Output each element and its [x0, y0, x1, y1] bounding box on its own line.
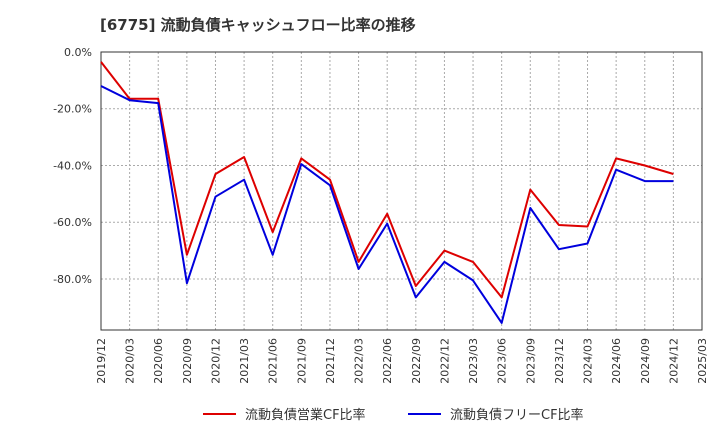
x-tick-label: 2024/06: [610, 338, 623, 384]
legend-label-2: 流動負債フリーCF比率: [450, 407, 584, 423]
plot-area: [101, 52, 702, 330]
x-tick-label: 2022/06: [381, 338, 394, 384]
series-line-2: [100, 85, 674, 324]
x-tick-label: 2021/12: [324, 338, 337, 384]
y-tick-label: -20.0%: [53, 103, 92, 116]
x-tick-label: 2020/06: [152, 338, 165, 384]
x-tick-label: 2023/03: [467, 338, 480, 384]
x-tick-label: 2022/12: [438, 338, 451, 384]
x-tick-label: 2020/09: [181, 338, 194, 384]
x-tick-label: 2023/06: [496, 338, 509, 384]
plot-frame: [100, 51, 703, 331]
x-tick-label: 2022/03: [353, 338, 366, 384]
x-tick-label: 2021/09: [295, 338, 308, 384]
x-tick-label: 2023/12: [553, 338, 566, 384]
legend-label-1: 流動負債営業CF比率: [245, 407, 366, 423]
chart-title: [6775] 流動負債キャッシュフロー比率の推移: [100, 16, 416, 34]
x-tick-label: 2019/12: [95, 338, 108, 384]
x-tick-label: 2024/09: [639, 338, 652, 384]
series-line-1: [100, 61, 674, 299]
x-tick-label: 2022/09: [410, 338, 423, 384]
x-tick-label: 2021/03: [238, 338, 251, 384]
x-tick-label: 2025/03: [696, 338, 709, 384]
y-tick-label: 0.0%: [64, 46, 92, 59]
x-tick-label: 2024/12: [667, 338, 680, 384]
x-tick-label: 2023/09: [524, 338, 537, 384]
x-tick-label: 2021/06: [267, 338, 280, 384]
y-tick-label: -80.0%: [53, 273, 92, 286]
y-tick-label: -60.0%: [53, 216, 92, 229]
y-tick-label: -40.0%: [53, 159, 92, 172]
x-tick-label: 2020/12: [209, 338, 222, 384]
x-tick-label: 2024/03: [582, 338, 595, 384]
x-tick-label: 2020/03: [124, 338, 137, 384]
